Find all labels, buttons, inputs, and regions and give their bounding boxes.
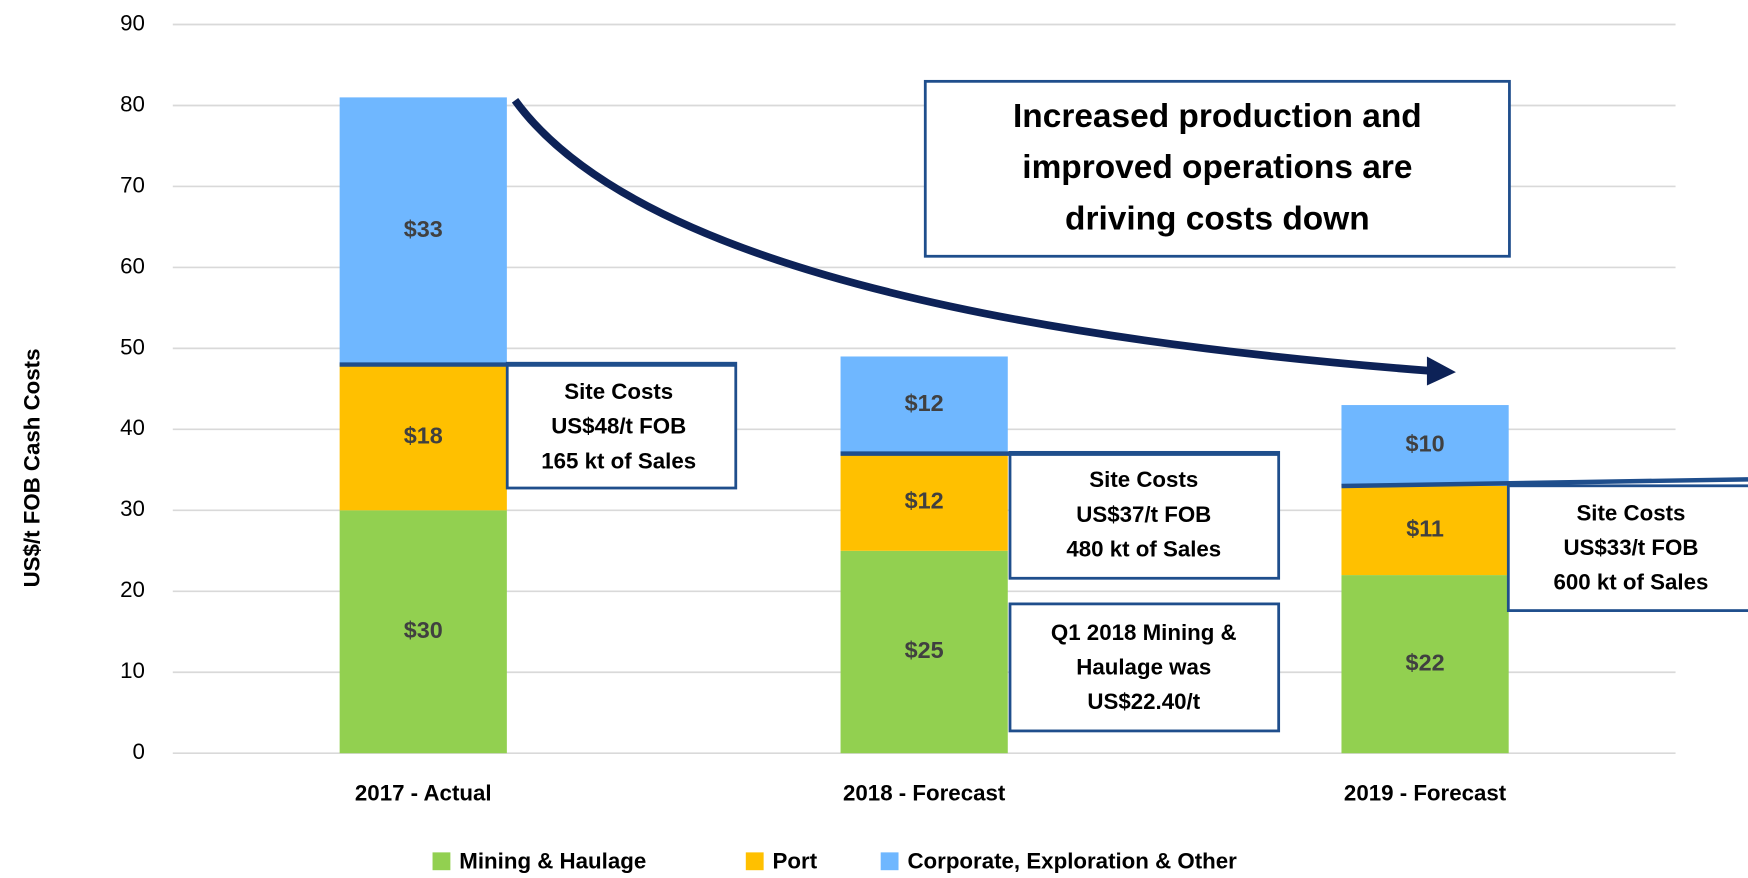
bar-segment (339, 97, 507, 365)
y-tick-label: 70 (120, 172, 145, 197)
annotation-text: Q1 2018 Mining & (1051, 620, 1237, 645)
annotation-box (923, 79, 1511, 258)
annotation-text: Site Costs (1576, 501, 1685, 526)
y-tick-label: 40 (120, 415, 145, 440)
annotation-text: improved operations are (1022, 149, 1412, 186)
annotation-box (1008, 450, 1281, 580)
bar-segment (840, 453, 1008, 551)
annotation-text: US$22.40/t (1087, 689, 1200, 714)
legend-label: Corporate, Exploration & Other (907, 848, 1237, 873)
legend-swatch (432, 852, 451, 871)
value-label: $11 (1406, 516, 1444, 542)
value-label: $18 (404, 423, 443, 449)
x-tick-label: 2019 - Forecast (1344, 780, 1507, 805)
legend-swatch (880, 852, 899, 871)
bar-segment (339, 364, 507, 511)
annotation-text: Site Costs (564, 379, 673, 404)
annotations: Increased production and improved operat… (505, 79, 1748, 733)
bar-segment (840, 550, 1008, 754)
trend-arrow (511, 97, 1433, 375)
annotation-box (1008, 602, 1281, 733)
annotation-text: driving costs down (1065, 200, 1370, 237)
bar-segment (840, 356, 1008, 454)
annotation-text: Haulage was (1076, 654, 1211, 679)
value-label: $30 (404, 617, 443, 643)
value-label: $33 (404, 216, 443, 242)
annotation-text: 480 kt of Sales (1066, 536, 1221, 561)
y-tick-label: 20 (120, 577, 145, 602)
annotation-text: US$37/t FOB (1076, 502, 1211, 527)
value-label: $12 (905, 390, 944, 416)
value-label: $12 (905, 487, 944, 513)
legend-label: Mining & Haulage (459, 848, 646, 873)
legend-swatch (745, 852, 764, 871)
legend: Mining & Haulage Port Corporate, Explorati… (432, 848, 1237, 873)
x-tick-label: 2017 - Actual (355, 780, 492, 805)
y-tick-label: 80 (120, 91, 145, 116)
y-tick-label: 0 (133, 739, 145, 764)
arrow-head (1426, 356, 1456, 386)
bar-segment (339, 510, 507, 754)
y-tick-label: 10 (120, 658, 145, 683)
annotation-text: 600 kt of Sales (1554, 570, 1709, 595)
y-axis-title: US$/t FOB Cash Costs (19, 349, 44, 588)
bar-segment (1341, 405, 1509, 487)
bar-segment (1341, 486, 1509, 576)
annotation-text: 165 kt of Sales (541, 448, 696, 473)
y-tick-label: 50 (120, 334, 145, 359)
legend-label: Port (773, 848, 818, 873)
annotation-text: US$33/t FOB (1563, 535, 1698, 560)
y-tick-label: 90 (120, 10, 145, 35)
site-cost-line (1341, 477, 1748, 489)
annotation-text: Site Costs (1089, 467, 1198, 492)
value-label: $10 (1406, 431, 1445, 457)
x-tick-label: 2018 - Forecast (843, 780, 1006, 805)
annotation-text: Increased production and (1013, 98, 1422, 135)
value-label: $25 (905, 637, 944, 663)
bar-segment (1341, 575, 1509, 754)
annotation-text: US$48/t FOB (551, 414, 686, 439)
site-cost-lines (339, 362, 1748, 489)
value-label: $22 (1406, 649, 1445, 675)
y-tick-label: 30 (120, 496, 145, 521)
bars: 2017 - Actual $30 $18 $33 2018 - Forecast $25… (339, 97, 1509, 805)
y-tick-label: 60 (120, 253, 145, 278)
annotation-box (1506, 484, 1748, 612)
